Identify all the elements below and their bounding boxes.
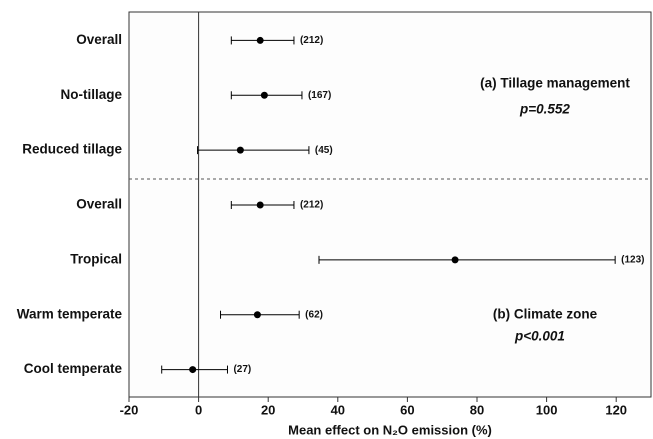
annotation: p=0.552 xyxy=(519,102,570,117)
count-label: (123) xyxy=(621,254,644,265)
y-category-label: Reduced tillage xyxy=(22,142,122,157)
x-tick-label: -20 xyxy=(120,402,139,417)
x-axis-label: Mean effect on N₂O emission (%) xyxy=(288,422,492,437)
y-category-label: Tropical xyxy=(70,251,122,266)
point xyxy=(253,311,261,319)
point xyxy=(451,256,459,264)
count-label: (167) xyxy=(308,90,331,101)
plot-frame xyxy=(128,11,652,398)
annotation: p<0.001 xyxy=(514,329,565,344)
x-tick-label: 20 xyxy=(261,402,275,417)
point xyxy=(256,36,264,44)
count-label: (212) xyxy=(300,35,323,46)
point xyxy=(189,366,197,374)
count-label: (212) xyxy=(300,200,323,211)
count-label: (27) xyxy=(233,364,251,375)
point xyxy=(236,146,244,154)
x-tick-label: 0 xyxy=(195,402,202,417)
point xyxy=(260,91,268,99)
y-category-label: No-tillage xyxy=(60,87,122,102)
annotation: (a) Tillage management xyxy=(480,76,630,91)
y-category-label: Cool temperate xyxy=(24,361,123,376)
x-tick-label: 100 xyxy=(536,402,558,417)
count-label: (45) xyxy=(315,145,333,156)
x-tick-label: 80 xyxy=(470,402,484,417)
y-category-label: Warm temperate xyxy=(17,306,123,321)
y-category-label: Overall xyxy=(76,32,122,47)
x-tick-label: 40 xyxy=(331,402,345,417)
count-label: (62) xyxy=(305,309,323,320)
point xyxy=(256,201,264,209)
x-tick-label: 60 xyxy=(400,402,414,417)
x-tick-label: 120 xyxy=(605,402,627,417)
y-category-label: Overall xyxy=(76,197,122,212)
annotation: (b) Climate zone xyxy=(493,307,598,322)
